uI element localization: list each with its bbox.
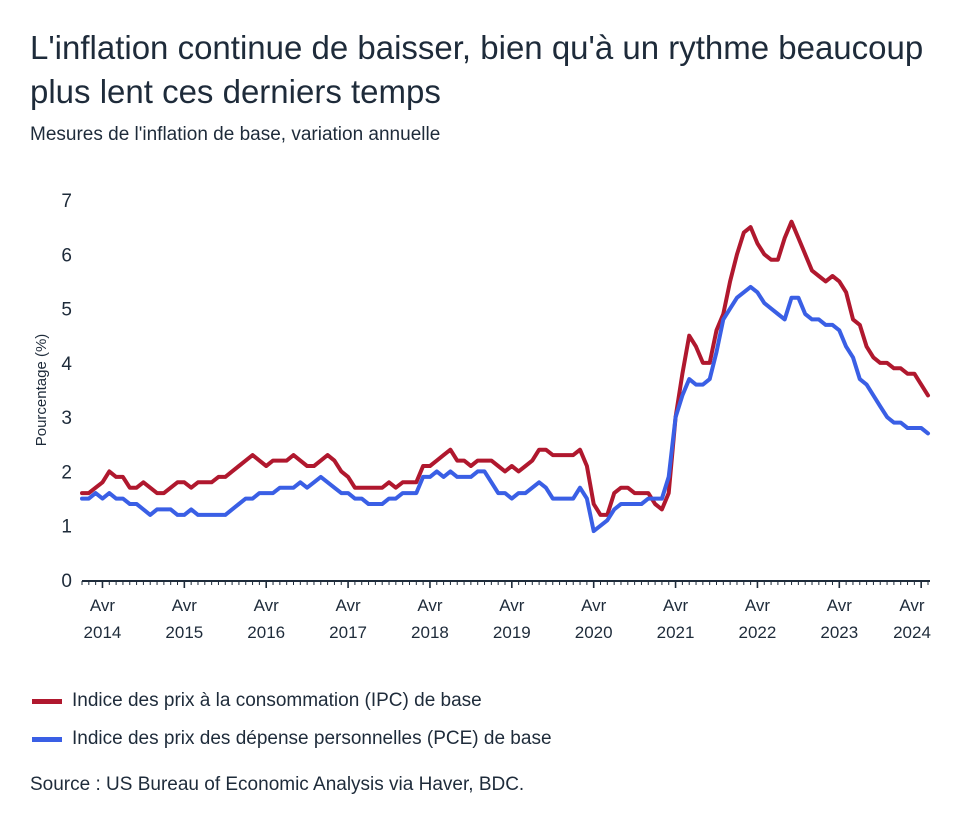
y-tick-label: 2 <box>61 462 72 483</box>
x-tick-label: Avr <box>335 596 361 615</box>
source-note: Source : US Bureau of Economic Analysis … <box>30 774 525 795</box>
x-tick-label: 2020 <box>575 623 613 642</box>
legend-item-ipc: Indice des prix à la consommation (IPC) … <box>32 682 552 720</box>
legend-label-pce: Indice des prix des dépense personnelles… <box>72 728 552 749</box>
y-tick-label: 5 <box>61 300 72 321</box>
x-tick-label: 2021 <box>657 623 695 642</box>
y-tick-label: 1 <box>61 517 72 538</box>
legend-swatch-pce <box>32 736 62 742</box>
x-tick-label: Avr <box>90 596 116 615</box>
y-tick-label: 4 <box>61 354 72 375</box>
legend-swatch-ipc <box>32 698 62 704</box>
y-axis-ticks: 0 1 2 3 4 5 6 7 <box>61 191 72 592</box>
x-tick-label: Avr <box>663 596 689 615</box>
y-tick-label: 7 <box>61 191 72 212</box>
x-tick-label: Avr <box>827 596 853 615</box>
x-tick-label: 2014 <box>84 623 122 642</box>
x-tick-label: Avr <box>745 596 771 615</box>
x-tick-label: 2023 <box>820 623 858 642</box>
x-tick-label: Avr <box>899 596 925 615</box>
x-tick-label: Avr <box>581 596 607 615</box>
x-tick-label: Avr <box>254 596 280 615</box>
y-tick-label: 6 <box>61 245 72 266</box>
x-tick-label: Avr <box>172 596 198 615</box>
y-axis-label: Pourcentage (%) <box>33 334 50 447</box>
x-tick-label: 2018 <box>411 623 449 642</box>
legend: Indice des prix à la consommation (IPC) … <box>32 682 552 758</box>
legend-label-ipc: Indice des prix à la consommation (IPC) … <box>72 690 482 711</box>
chart-subtitle: Mesures de l'inflation de base, variatio… <box>30 124 441 145</box>
series-lines <box>80 219 930 534</box>
x-tick-label: 2017 <box>329 623 367 642</box>
x-tick-label: 2015 <box>165 623 203 642</box>
x-tick-label: Avr <box>499 596 525 615</box>
x-axis: Avr 2014 Avr 2015 Avr 2016 Avr 2017 Avr 2018 Avr 20… <box>81 580 931 642</box>
legend-item-pce: Indice des prix des dépense personnelles… <box>32 720 552 758</box>
series-line-pce <box>80 284 930 534</box>
x-tick-label: 2016 <box>247 623 285 642</box>
series-line-ipc <box>80 219 930 517</box>
x-tick-label: 2024 <box>893 623 931 642</box>
y-tick-label: 3 <box>61 408 72 429</box>
x-tick-label: 2019 <box>493 623 531 642</box>
chart-title: L'inflation continue de baisser, bien qu… <box>30 29 924 110</box>
y-tick-label: 0 <box>61 571 72 592</box>
x-tick-label: 2022 <box>739 623 777 642</box>
x-tick-label: Avr <box>417 596 443 615</box>
